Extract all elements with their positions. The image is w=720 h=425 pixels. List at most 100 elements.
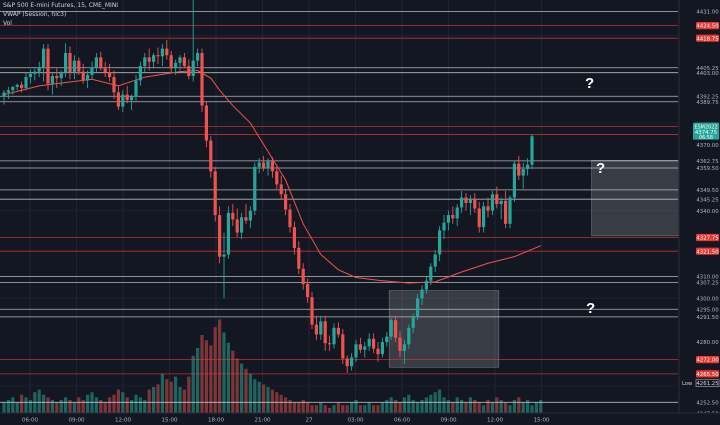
candle-body <box>138 66 142 81</box>
candle-body <box>24 77 28 89</box>
symbol-title: S&P 500 E-mini Futures, 15, CME_MINI <box>3 2 119 9</box>
volume-bar <box>152 387 156 413</box>
volume-bar <box>209 345 213 413</box>
volume-bar <box>174 376 178 413</box>
volume-bar <box>345 405 349 413</box>
volume-bar <box>407 394 411 413</box>
candle-body <box>372 338 376 349</box>
low-marker-tag <box>695 379 720 387</box>
volume-bar <box>363 405 367 413</box>
price-label: 4291.50 <box>696 315 719 321</box>
volume-bar <box>367 402 371 413</box>
candle-body <box>350 357 354 367</box>
candle-body <box>11 86 15 91</box>
volume-bar <box>178 387 182 413</box>
volume-bar <box>398 402 402 413</box>
volume-bar <box>495 397 499 413</box>
candle-body <box>451 215 455 219</box>
price-label: 4300.00 <box>696 296 719 302</box>
volume-bar <box>438 389 442 413</box>
candle-body <box>169 55 173 69</box>
question-mark-annotation: ? <box>586 300 596 317</box>
volume-bar <box>402 397 406 413</box>
time-tick-label: 06:00 <box>394 418 411 424</box>
volume-bar <box>336 402 340 413</box>
price-label: 4431.00 <box>696 9 719 15</box>
volume-bar <box>499 400 503 413</box>
candle-body <box>270 161 274 172</box>
volume-bar <box>270 389 274 413</box>
candle-body <box>376 348 380 355</box>
volume-bar <box>248 374 252 413</box>
candle-body <box>204 105 208 141</box>
candle-body <box>218 215 222 257</box>
volume-bar <box>451 402 455 413</box>
volume-bar <box>328 407 332 413</box>
volume-bar <box>15 402 19 413</box>
candle-body <box>468 198 472 204</box>
candle-body <box>292 227 296 248</box>
volume-bar <box>196 348 200 413</box>
candle-body <box>380 342 384 355</box>
volume-bar <box>504 402 508 413</box>
volume-bar <box>86 394 90 413</box>
candle-body <box>6 90 10 93</box>
price-label: 4321.50 <box>696 249 719 255</box>
candle-body <box>508 197 512 224</box>
candle-body <box>288 209 292 228</box>
volume-bar <box>130 400 134 413</box>
candle-body <box>332 327 336 345</box>
candle-body <box>86 74 90 81</box>
volume-bar <box>411 400 415 413</box>
candle-body <box>521 169 525 176</box>
volume-bar <box>310 405 314 413</box>
candle-body <box>517 163 521 176</box>
volume-bar <box>517 397 521 413</box>
candle-body <box>33 71 37 74</box>
volume-bar <box>455 397 459 413</box>
volume-bar <box>534 402 538 413</box>
candle-body <box>411 316 415 328</box>
candle-body <box>182 57 186 67</box>
volume-bar <box>37 389 41 413</box>
volume-bar <box>358 405 362 413</box>
volume-bar <box>125 397 129 413</box>
time-tick-label: 12:00 <box>115 418 132 424</box>
volume-bar <box>231 350 235 413</box>
volume-bar <box>288 400 292 413</box>
volume-bar <box>108 397 112 413</box>
bar-countdown-label: 06:58 <box>699 135 713 141</box>
candle-body <box>490 194 494 211</box>
candle-body <box>196 52 200 61</box>
grid-layer <box>0 0 678 413</box>
volume-bar <box>64 397 68 413</box>
time-tick-label: 12:00 <box>487 418 504 424</box>
volume-bar <box>226 342 230 413</box>
price-label: 4340.00 <box>696 209 719 215</box>
price-label: 4359.50 <box>696 166 719 172</box>
volume-bar <box>477 402 481 413</box>
volume-bar <box>222 332 226 413</box>
volume-bar <box>46 397 50 413</box>
price-label: 4403.00 <box>696 71 719 77</box>
candle-body <box>455 207 459 219</box>
volume-bar <box>341 405 345 413</box>
candle-body <box>464 197 468 204</box>
price-label-tag <box>696 233 719 242</box>
volume-bar <box>473 400 477 413</box>
price-label: 4392.25 <box>696 94 718 100</box>
candle-body <box>200 52 204 106</box>
volume-bar <box>112 394 116 413</box>
price-label: 4418.75 <box>696 36 718 42</box>
candle-body <box>297 247 301 269</box>
candle-body <box>235 219 239 233</box>
volume-bar <box>297 402 301 413</box>
candle-body <box>385 336 389 343</box>
candle-body <box>90 67 94 75</box>
candle-body <box>328 343 332 345</box>
candle-body <box>394 320 398 338</box>
volume-bar <box>380 402 384 413</box>
candle-body <box>46 48 50 84</box>
candle-body <box>112 77 116 93</box>
